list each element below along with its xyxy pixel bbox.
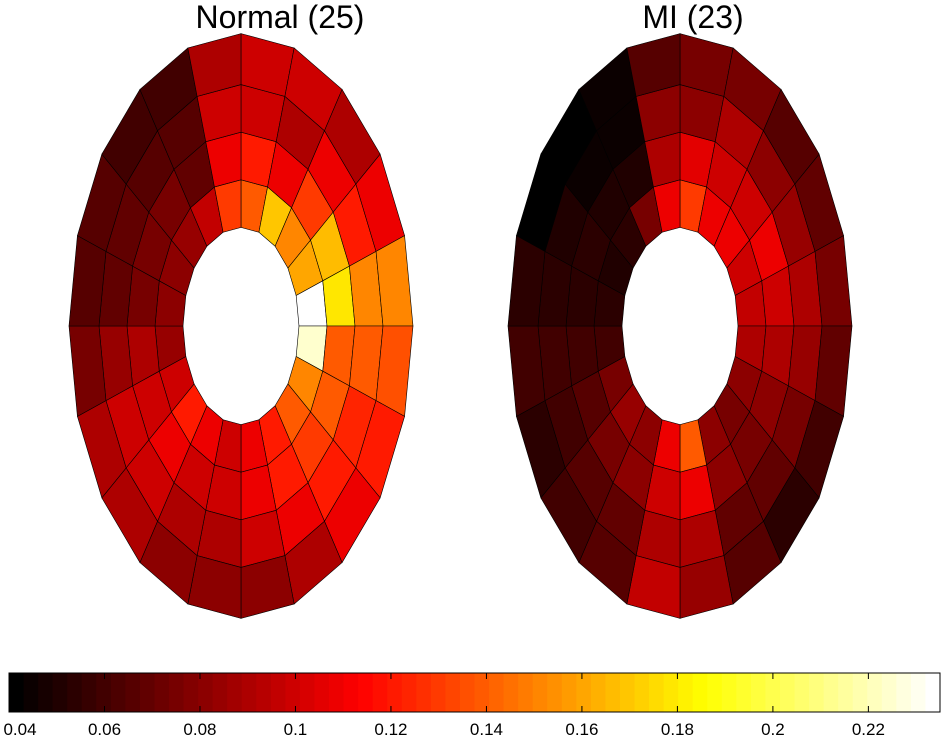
colorbar-cell (81, 673, 97, 712)
colorbar-cell (299, 673, 316, 712)
colorbar-cell (474, 673, 490, 712)
bullseye-segment (679, 555, 734, 619)
bullseye-segment (814, 235, 853, 327)
colorbar-cell (198, 673, 214, 712)
bullseye-segment (240, 33, 295, 97)
colorbar-cell (663, 673, 679, 712)
colorbar-cell (750, 673, 767, 712)
colorbar-tick-label: 0.14 (470, 720, 503, 739)
colorbar-cell (52, 673, 68, 712)
colorbar-cell (38, 673, 54, 712)
colorbar-frame (8, 672, 941, 713)
colorbar-cell (154, 673, 170, 712)
colorbar-tick-label: 0.16 (565, 720, 598, 739)
bullseye-segment (375, 325, 414, 417)
bullseye-segment (240, 555, 295, 619)
colorbar-cell (692, 673, 708, 712)
colorbar-cell (227, 673, 243, 712)
colorbar-cell (678, 673, 694, 712)
colorbar-cell (838, 673, 854, 712)
colorbar-cell (314, 673, 330, 712)
colorbar-cell (459, 673, 476, 712)
colorbar-cell (649, 673, 665, 712)
colorbar-cell (518, 673, 534, 712)
bullseye-segment (626, 555, 681, 619)
bullseye-segment (679, 33, 734, 97)
colorbar-cell (285, 673, 301, 712)
colorbar-cell (765, 673, 781, 712)
colorbar-cell (532, 673, 548, 712)
colorbar-cell (212, 673, 228, 712)
bullseye-segment (507, 325, 546, 417)
colorbar-tick-label: 0.2 (761, 720, 785, 739)
bullseye-segment (626, 33, 681, 97)
bullseye-segment (375, 235, 414, 327)
colorbar-tick-label: 0.04 (3, 720, 36, 739)
left-panel-title: Normal (25) (196, 0, 365, 35)
bullseye-segment (68, 325, 107, 417)
colorbar-tick-label: 0.18 (661, 720, 694, 739)
bullseye-segment (507, 235, 546, 327)
colorbar-cell (881, 673, 897, 712)
colorbar-cell (823, 673, 839, 712)
colorbar-cell (910, 673, 927, 712)
colorbar-cell (721, 673, 737, 712)
colorbar-cell (416, 673, 432, 712)
colorbar-cell (707, 673, 723, 712)
colorbar-cell (925, 673, 941, 712)
colorbar-cell (489, 673, 505, 712)
colorbar: 0.04 0.06 0.08 0.1 0.12 0.14 0.16 0.18 0.2 0.22 (3, 672, 941, 739)
colorbar-cell (241, 673, 257, 712)
colorbar-cell (270, 673, 286, 712)
colorbar-cell (561, 673, 577, 712)
colorbar-cell (576, 673, 592, 712)
colorbar-cell (183, 673, 199, 712)
colorbar-cell (852, 673, 868, 712)
colorbar-cell (372, 673, 388, 712)
colorbar-cell (503, 673, 519, 712)
bullseye-segment (814, 325, 853, 417)
colorbar-cell (329, 673, 345, 712)
left-bullseye-plot (68, 33, 414, 619)
bullseye-segment (68, 235, 107, 327)
colorbar-tick-label: 0.06 (88, 720, 121, 739)
colorbar-cell (358, 673, 374, 712)
bullseye-segment (187, 33, 242, 97)
colorbar-cell (794, 673, 810, 712)
colorbar-cell (779, 673, 796, 712)
colorbar-cell (343, 673, 359, 712)
colorbar-cell (634, 673, 650, 712)
colorbar-tick-label: 0.08 (183, 720, 216, 739)
colorbar-cell (896, 673, 912, 712)
right-panel-title: MI (23) (642, 0, 743, 35)
colorbar-cell (445, 673, 461, 712)
colorbar-cell (110, 673, 126, 712)
colorbar-cell (256, 673, 272, 712)
colorbar-tick-label: 0.12 (374, 720, 407, 739)
colorbar-cell (867, 673, 883, 712)
colorbar-cell (605, 673, 621, 712)
colorbar-cell (809, 673, 825, 712)
right-bullseye-plot (507, 33, 853, 619)
bullseye-segment (187, 555, 242, 619)
colorbar-cell (387, 673, 403, 712)
colorbar-cell (139, 673, 156, 712)
colorbar-cell (430, 673, 447, 712)
colorbar-cell (619, 673, 636, 712)
colorbar-cell (590, 673, 607, 712)
colorbar-cell (547, 673, 563, 712)
colorbar-cell (169, 673, 185, 712)
colorbar-cell (67, 673, 83, 712)
colorbar-tick-label: 0.1 (284, 720, 308, 739)
colorbar-cell (23, 673, 39, 712)
colorbar-cell (736, 673, 752, 712)
colorbar-cell (125, 673, 141, 712)
colorbar-cell (401, 673, 417, 712)
colorbar-cell (96, 673, 112, 712)
colorbar-cell (9, 673, 25, 712)
colorbar-tick-label: 0.22 (852, 720, 885, 739)
